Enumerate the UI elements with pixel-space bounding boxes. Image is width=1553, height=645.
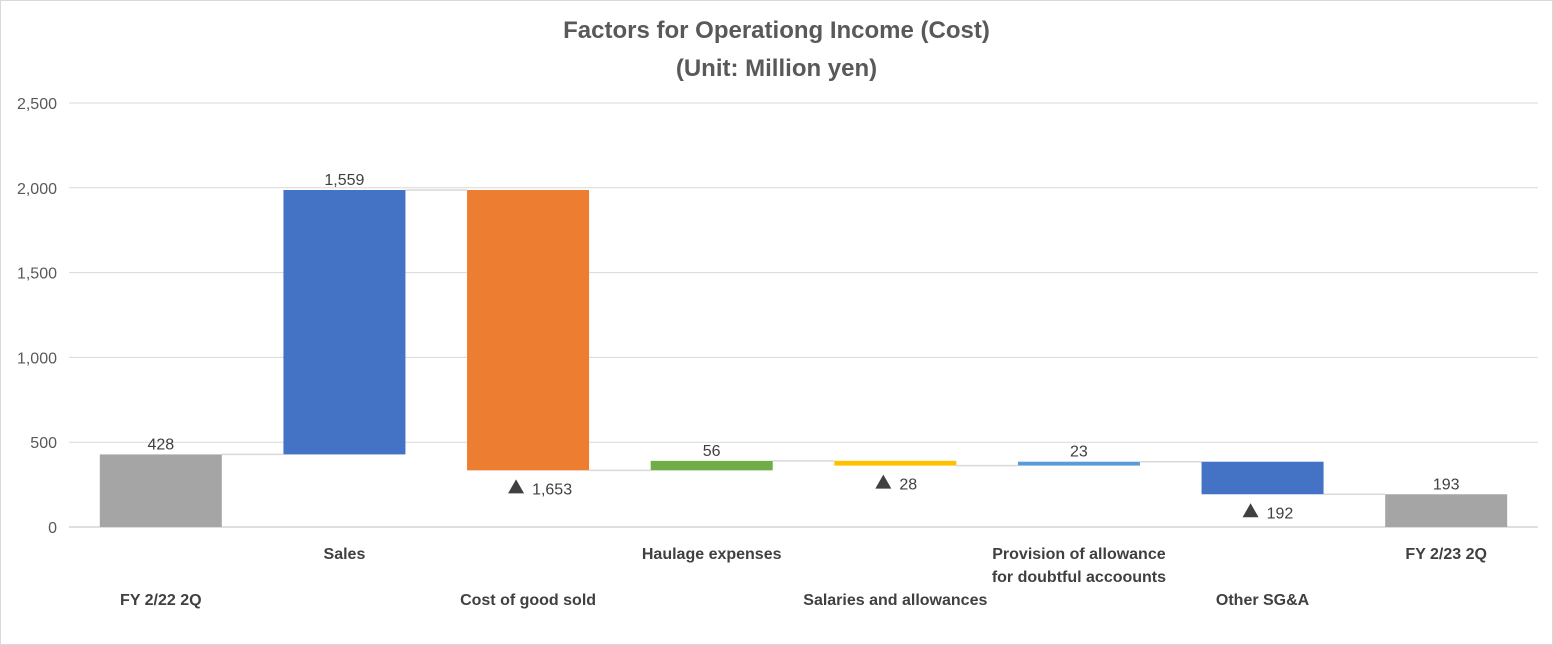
category-label: Cost of good sold <box>460 592 596 609</box>
data-label: 193 <box>1433 476 1460 493</box>
category-label: Haulage expenses <box>642 546 782 563</box>
negative-triangle-icon <box>875 474 892 489</box>
bar <box>834 460 957 466</box>
chart-subtitle: (Unit: Million yen) <box>675 55 878 82</box>
bar <box>99 454 222 527</box>
bar <box>283 190 406 455</box>
category-label: Sales <box>324 546 366 563</box>
y-tick-label: 1,500 <box>17 266 57 283</box>
category-label: FY 2/23 2Q <box>1405 546 1487 563</box>
y-tick-label: 2,000 <box>17 181 57 198</box>
y-tick-label: 2,500 <box>17 96 57 113</box>
data-label: 1,559 <box>324 172 364 189</box>
data-label: 1,653 <box>532 481 572 498</box>
negative-triangle-icon <box>508 479 525 494</box>
category-label: for doubtful accoounts <box>992 569 1166 586</box>
category-label: Provision of allowance <box>992 546 1165 563</box>
data-label: 192 <box>1267 505 1294 522</box>
bar <box>650 460 773 471</box>
y-tick-label: 1,000 <box>17 350 57 367</box>
bar <box>1201 461 1324 495</box>
bar <box>467 190 590 471</box>
data-label: 28 <box>899 477 917 494</box>
bar <box>1385 494 1508 527</box>
category-label: Other SG&A <box>1216 592 1310 609</box>
y-tick-label: 0 <box>48 520 57 537</box>
data-label: 428 <box>147 436 174 453</box>
category-label: FY 2/22 2Q <box>120 592 202 609</box>
chart-title: Factors for Operationg Income (Cost) <box>563 17 990 44</box>
negative-triangle-icon <box>1242 503 1259 518</box>
data-label: 23 <box>1070 444 1088 461</box>
category-label: Salaries and allowances <box>803 592 987 609</box>
data-label: 56 <box>703 443 721 460</box>
y-tick-label: 500 <box>30 435 57 452</box>
bar <box>1017 461 1140 466</box>
